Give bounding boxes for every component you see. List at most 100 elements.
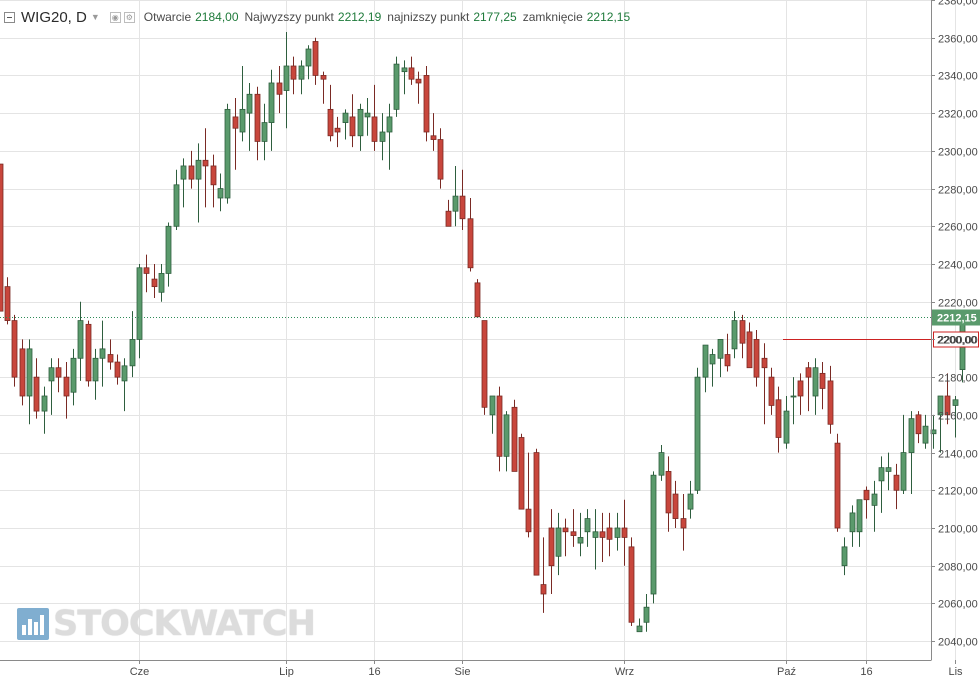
candle[interactable] [26, 339, 33, 425]
candle[interactable] [709, 348, 716, 387]
candle[interactable] [628, 537, 635, 627]
candle[interactable] [114, 354, 121, 385]
candle[interactable] [151, 264, 158, 298]
candle[interactable] [717, 339, 724, 378]
candle[interactable] [401, 60, 408, 95]
candle[interactable] [11, 314, 18, 387]
candle[interactable] [232, 98, 239, 170]
candle[interactable] [687, 480, 694, 519]
candle[interactable] [584, 509, 591, 547]
candle[interactable] [312, 37, 319, 85]
candle[interactable] [548, 509, 555, 594]
candle[interactable] [379, 113, 386, 161]
candle[interactable] [77, 301, 84, 381]
candle[interactable] [239, 66, 246, 142]
candle[interactable] [121, 358, 128, 412]
candle[interactable] [739, 314, 746, 359]
candle[interactable] [165, 222, 172, 287]
candle[interactable] [99, 320, 106, 387]
candle[interactable] [768, 367, 775, 415]
candle[interactable] [423, 66, 430, 142]
candle[interactable] [224, 103, 231, 204]
candle[interactable] [254, 86, 261, 161]
candle[interactable] [246, 82, 253, 151]
candle[interactable] [783, 396, 790, 449]
candle[interactable] [261, 103, 268, 161]
candle[interactable] [357, 103, 364, 151]
candle[interactable] [900, 414, 907, 495]
candle[interactable] [415, 71, 422, 104]
candle[interactable] [217, 173, 224, 212]
candle[interactable] [33, 358, 40, 419]
candle[interactable] [819, 362, 826, 410]
candle[interactable] [437, 128, 444, 189]
candle[interactable] [334, 116, 341, 148]
candle[interactable] [129, 311, 136, 378]
candle[interactable] [790, 377, 797, 425]
candle[interactable] [63, 362, 70, 419]
candle[interactable] [467, 198, 474, 272]
candle[interactable] [878, 456, 885, 513]
candle[interactable] [349, 94, 356, 148]
candle[interactable] [290, 56, 297, 95]
candle[interactable] [885, 452, 892, 491]
candle[interactable] [268, 69, 275, 151]
candle[interactable] [496, 386, 503, 472]
candle[interactable] [856, 499, 863, 547]
candle[interactable] [761, 343, 768, 425]
candle[interactable] [650, 471, 657, 604]
candle[interactable] [195, 143, 202, 223]
candle[interactable] [452, 165, 459, 227]
symbol-title[interactable]: WIG20, D [21, 8, 87, 26]
candle[interactable] [577, 512, 584, 557]
candle[interactable] [606, 512, 613, 557]
candle[interactable] [143, 254, 150, 293]
candle[interactable] [298, 60, 305, 95]
candle[interactable] [511, 399, 518, 472]
candle[interactable] [672, 480, 679, 528]
candle[interactable] [107, 339, 114, 370]
candle[interactable] [702, 344, 709, 393]
candle[interactable] [952, 396, 959, 438]
candle[interactable] [863, 486, 870, 519]
candle[interactable] [694, 367, 701, 495]
candle[interactable] [327, 84, 334, 142]
candle[interactable] [724, 333, 731, 372]
candle[interactable] [445, 199, 452, 227]
candle[interactable] [489, 395, 496, 434]
chevron-down-icon[interactable]: ▼ [90, 12, 100, 22]
candle[interactable] [908, 411, 915, 495]
candle[interactable] [503, 411, 510, 472]
candle[interactable] [812, 358, 819, 415]
candle[interactable] [665, 456, 672, 532]
settings-icon[interactable]: ⚙ [123, 11, 135, 23]
candle[interactable] [797, 373, 804, 415]
candle[interactable] [136, 264, 143, 359]
candle[interactable] [70, 348, 77, 406]
candle[interactable] [621, 499, 628, 566]
candle[interactable] [364, 98, 371, 136]
candle[interactable] [459, 169, 466, 231]
candle[interactable] [210, 154, 217, 208]
candle[interactable] [592, 509, 599, 570]
collapse-icon[interactable] [4, 11, 15, 23]
candle[interactable] [305, 45, 312, 80]
candle[interactable] [85, 320, 92, 387]
candle[interactable] [173, 169, 180, 231]
candle[interactable] [834, 433, 841, 532]
candle[interactable] [680, 494, 687, 551]
candle[interactable] [430, 113, 437, 151]
candle[interactable] [937, 395, 944, 453]
candle[interactable] [0, 163, 4, 312]
candle[interactable] [827, 365, 834, 434]
candle[interactable] [525, 452, 532, 538]
candle[interactable] [371, 84, 378, 151]
candle[interactable] [746, 322, 753, 369]
candle[interactable] [393, 56, 400, 117]
candle[interactable] [180, 158, 187, 208]
candle[interactable] [41, 386, 48, 434]
candle[interactable] [893, 463, 900, 510]
candle[interactable] [276, 66, 283, 114]
candle[interactable] [518, 433, 525, 510]
